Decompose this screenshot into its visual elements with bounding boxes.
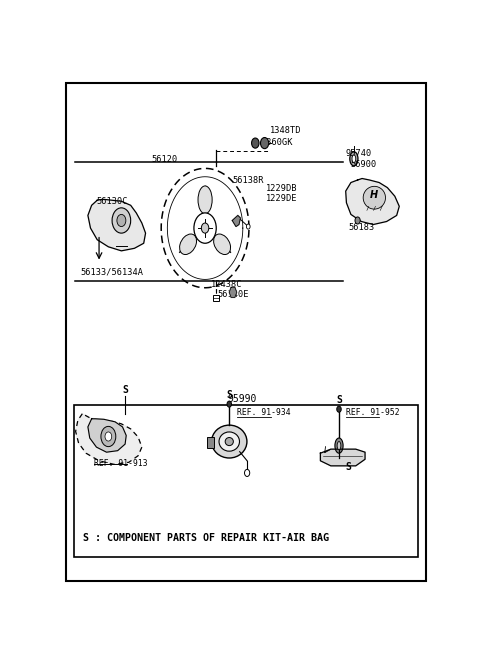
Circle shape [355,217,360,224]
Ellipse shape [337,442,341,449]
Text: 1360GK: 1360GK [262,137,293,147]
Circle shape [337,406,341,412]
Text: 56133/56134A: 56133/56134A [81,267,144,277]
Text: REF. 91-913: REF. 91-913 [94,459,148,468]
Ellipse shape [363,187,385,209]
Circle shape [112,208,131,233]
Circle shape [105,432,112,441]
Circle shape [244,469,250,476]
Text: 56138R: 56138R [232,175,264,185]
Text: REF. 91-934: REF. 91-934 [238,408,291,417]
Polygon shape [229,287,237,298]
Text: S : COMPONENT PARTS OF REPAIR KIT-AIR BAG: S : COMPONENT PARTS OF REPAIR KIT-AIR BA… [84,533,329,543]
Ellipse shape [350,152,358,166]
Text: 95740: 95740 [346,148,372,158]
Ellipse shape [219,432,240,451]
Ellipse shape [352,155,356,162]
Text: 1229DE: 1229DE [266,194,297,203]
Polygon shape [321,449,365,466]
Text: 95990: 95990 [228,394,257,403]
Polygon shape [88,419,126,452]
Text: S: S [336,395,342,405]
Ellipse shape [180,234,196,254]
Polygon shape [76,414,142,464]
Circle shape [202,223,209,233]
Polygon shape [346,179,399,225]
Text: 1229DB: 1229DB [266,184,297,193]
Text: 12438C: 12438C [211,281,242,289]
Text: 56130C: 56130C [96,196,128,206]
Text: 56120: 56120 [151,155,178,164]
Circle shape [261,137,269,148]
Text: S: S [227,390,232,399]
Text: S: S [346,463,351,472]
Circle shape [252,138,259,148]
Circle shape [117,214,126,227]
Text: 56900: 56900 [350,160,376,170]
Ellipse shape [214,234,230,254]
Polygon shape [232,215,240,227]
Text: H: H [370,190,378,200]
Ellipse shape [198,186,212,214]
Polygon shape [88,199,145,251]
Ellipse shape [212,425,247,458]
Text: 1348TD: 1348TD [270,126,301,135]
Ellipse shape [225,438,233,445]
Circle shape [194,213,216,243]
Circle shape [101,426,116,447]
Circle shape [227,401,231,407]
Bar [213,296,219,302]
Text: 56183: 56183 [348,223,374,232]
Ellipse shape [335,438,343,453]
Bar [74,405,418,557]
Circle shape [246,224,250,229]
Text: S: S [122,384,128,394]
Text: 56140E: 56140E [217,290,249,300]
Text: REF. 91-952: REF. 91-952 [346,408,399,417]
Bar [207,436,214,447]
